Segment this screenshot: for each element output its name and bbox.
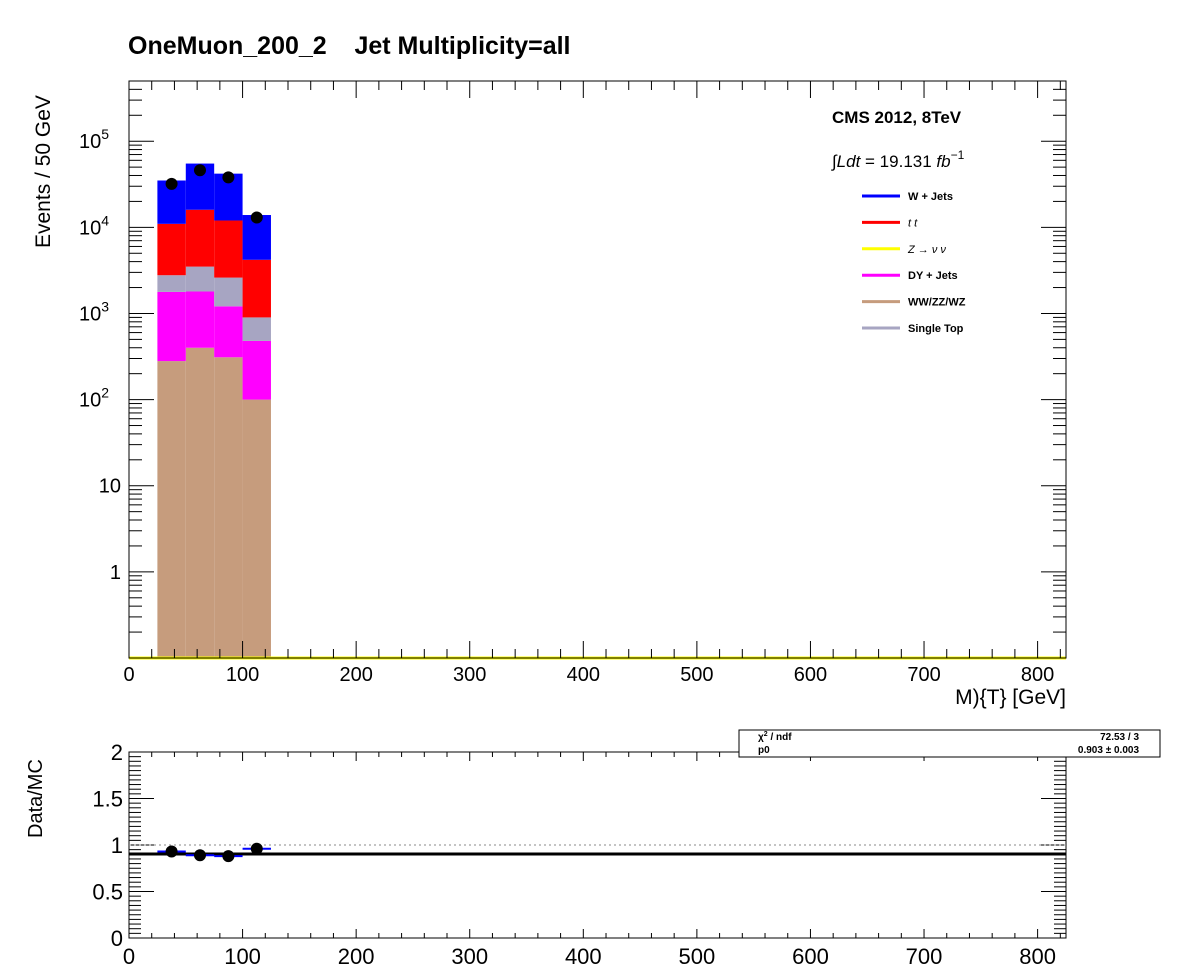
ratio-x-tick-label-400: 400 <box>565 944 602 969</box>
ratio-x-tick-label-300: 300 <box>451 944 488 969</box>
top-axes: 0 100 200 300 400 500 600 700 800 1 10 102 103 104 105 <box>79 80 1067 686</box>
top-x-tick-label-200: 200 <box>339 664 372 686</box>
top-y-tick-label-4: 104 <box>79 212 109 239</box>
stack-bar-t-t-2 <box>214 220 243 278</box>
legend-label-5: Single Top <box>908 323 964 335</box>
top-frame <box>128 80 1067 659</box>
fit-p0-label: p0 <box>758 745 770 756</box>
top-x-tick-label-300: 300 <box>453 664 486 686</box>
legend-label-4: WW/ZZ/WZ <box>908 297 966 309</box>
top-y-tick-label-3: 103 <box>79 298 109 325</box>
chart-title: OneMuon_200_2 Jet Multiplicity=all <box>128 32 571 60</box>
top-y-tick-label-1: 10 <box>99 476 121 498</box>
ratio-x-tick-label-200: 200 <box>338 944 375 969</box>
top-x-tick-label-100: 100 <box>226 664 259 686</box>
data-point-0 <box>165 177 178 190</box>
top-x-tick-label-0: 0 <box>123 664 134 686</box>
stack-bar-t-t-3 <box>242 259 271 318</box>
top-y-tick-label-0: 1 <box>110 562 121 584</box>
stack-bar-dy-jets-3 <box>242 340 271 400</box>
legend-label-3: DY + Jets <box>908 270 958 282</box>
svg-text:∫Ldt = 19.131 fb−1: ∫Ldt = 19.131 fb−1 <box>831 148 965 171</box>
stack-bar-ww-zz-wz-2 <box>214 357 243 658</box>
ratio-point-2 <box>222 850 235 863</box>
top-x-tick-label-500: 500 <box>680 664 713 686</box>
legend-label-1: t t <box>908 217 918 229</box>
ratio-axes: 0 100 200 300 400 500 600 700 800 0 0.5 1 1.5 2 <box>92 740 1067 969</box>
stack-bar-t-t-0 <box>157 223 186 276</box>
ratio-x-tick-label-500: 500 <box>679 944 716 969</box>
top-x-tick-label-400: 400 <box>567 664 600 686</box>
ratio-points <box>157 842 271 863</box>
fit-chi2-value: 72.53 / 3 <box>1100 732 1139 743</box>
legend: W + Jets t t Z → ν ν DY + Jets WW/ZZ/WZ Singl… <box>862 191 966 335</box>
stack-bar-ww-zz-wz-1 <box>185 347 215 658</box>
legend-label-2: Z → ν ν <box>907 244 946 256</box>
ratio-x-tick-label-600: 600 <box>792 944 829 969</box>
cms-label: CMS 2012, 8TeV <box>832 108 962 127</box>
ratio-x-tick-label-700: 700 <box>906 944 943 969</box>
stack-bar-single-top-2 <box>214 277 243 307</box>
top-x-axis-label: M){T} [GeV] <box>955 686 1066 709</box>
stack-bar-ww-zz-wz-0 <box>157 361 186 658</box>
stack-bar-ww-zz-wz-3 <box>242 399 271 658</box>
top-data-points <box>165 164 263 224</box>
top-y-tick-label-5: 105 <box>79 126 109 153</box>
stack-bar-single-top-1 <box>185 266 215 292</box>
data-point-1 <box>193 164 206 177</box>
ratio-x-tick-label-100: 100 <box>224 944 261 969</box>
top-stack-bars <box>129 163 1066 660</box>
top-x-tick-label-600: 600 <box>794 664 827 686</box>
ratio-x-tick-label-800: 800 <box>1019 944 1056 969</box>
stack-bar-single-top-0 <box>157 275 186 292</box>
ratio-y-tick-label-0: 0 <box>111 926 123 951</box>
ratio-y-tick-label-1: 1 <box>111 833 123 858</box>
fit-p0-value: 0.903 ± 0.003 <box>1078 745 1140 756</box>
ratio-point-0 <box>165 845 178 858</box>
lumi-label: ∫Ldt = 19.131 fb−1 <box>831 148 965 171</box>
stack-bar-single-top-3 <box>242 317 271 341</box>
ratio-y-tick-label-1.5: 1.5 <box>92 787 123 812</box>
stack-bar-dy-jets-1 <box>185 291 215 348</box>
fit-chi2-label: χ2 / ndf <box>758 731 792 743</box>
ratio-y-tick-label-2: 2 <box>111 740 123 765</box>
data-point-3 <box>250 211 263 224</box>
ratio-point-1 <box>193 849 206 862</box>
top-y-tick-label-2: 102 <box>79 385 109 412</box>
stack-bar-dy-jets-2 <box>214 306 243 358</box>
ratio-point-3 <box>250 842 263 855</box>
data-point-2 <box>222 171 235 184</box>
fit-stats-box: χ2 / ndf 72.53 / 3 p0 0.903 ± 0.003 <box>738 729 1161 758</box>
ratio-x-tick-label-0: 0 <box>123 944 135 969</box>
legend-label-0: W + Jets <box>908 191 953 203</box>
stack-bar-dy-jets-0 <box>157 291 186 362</box>
top-x-tick-label-700: 700 <box>907 664 940 686</box>
stack-bar-t-t-1 <box>185 209 215 267</box>
top-y-axis-label: Events / 50 GeV <box>32 95 55 248</box>
ratio-y-tick-label-0.5: 0.5 <box>92 880 123 905</box>
ratio-y-axis-label: Data/MC <box>25 759 47 838</box>
top-x-tick-label-800: 800 <box>1021 664 1054 686</box>
